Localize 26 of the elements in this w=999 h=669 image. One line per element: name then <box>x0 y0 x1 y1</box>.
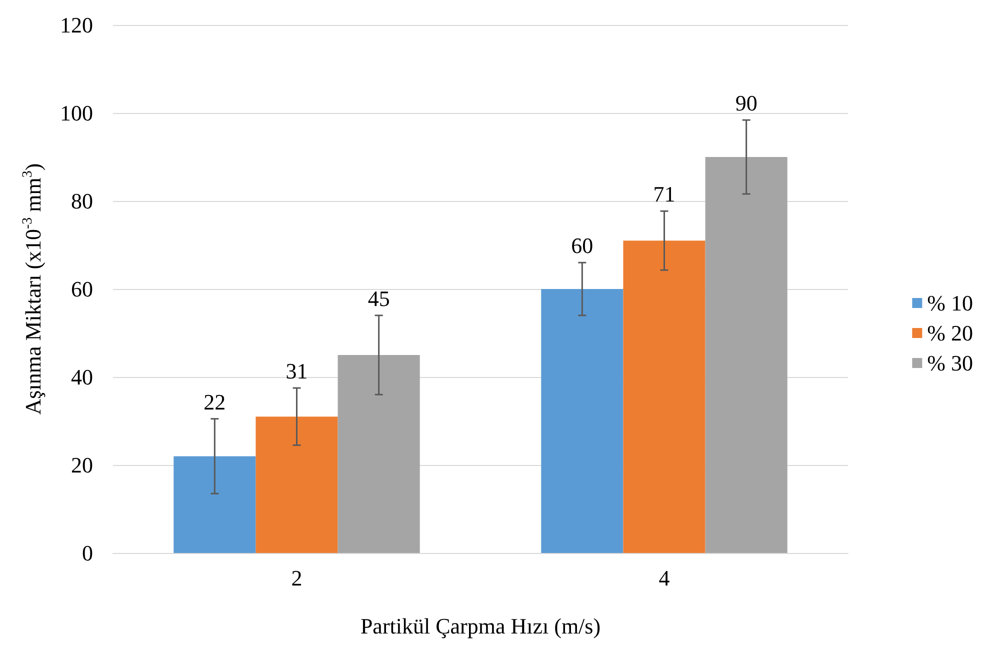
x-tick-label: 2 <box>291 566 302 590</box>
x-tick-label: 4 <box>658 566 670 590</box>
bar <box>541 289 624 553</box>
y-tick-label: 40 <box>71 364 93 390</box>
y-axis-title: Aşınma Miktarı (x10-3 mm3) <box>20 163 46 415</box>
x-axis-title: Partikül Çarpma Hızı (m/s) <box>360 614 601 638</box>
data-label: 22 <box>204 389 226 414</box>
data-label: 60 <box>571 233 594 258</box>
legend-label: % 10 <box>927 290 973 316</box>
bar <box>705 157 788 553</box>
y-tick-label: 20 <box>71 452 93 478</box>
legend-label: % 20 <box>927 320 973 346</box>
data-label: 45 <box>368 286 390 311</box>
bar <box>338 355 420 553</box>
data-label: 31 <box>286 358 308 384</box>
legend-label: % 30 <box>927 350 973 376</box>
bar <box>256 416 338 553</box>
y-tick-label: 120 <box>60 12 93 38</box>
y-tick-label: 80 <box>71 188 93 214</box>
y-tick-label: 100 <box>60 100 93 126</box>
data-label: 71 <box>653 182 676 207</box>
y-tick-label: 0 <box>82 540 93 566</box>
y-tick-label: 60 <box>71 276 93 302</box>
data-label: 90 <box>735 90 758 116</box>
bar <box>623 240 706 553</box>
bar <box>174 456 256 553</box>
